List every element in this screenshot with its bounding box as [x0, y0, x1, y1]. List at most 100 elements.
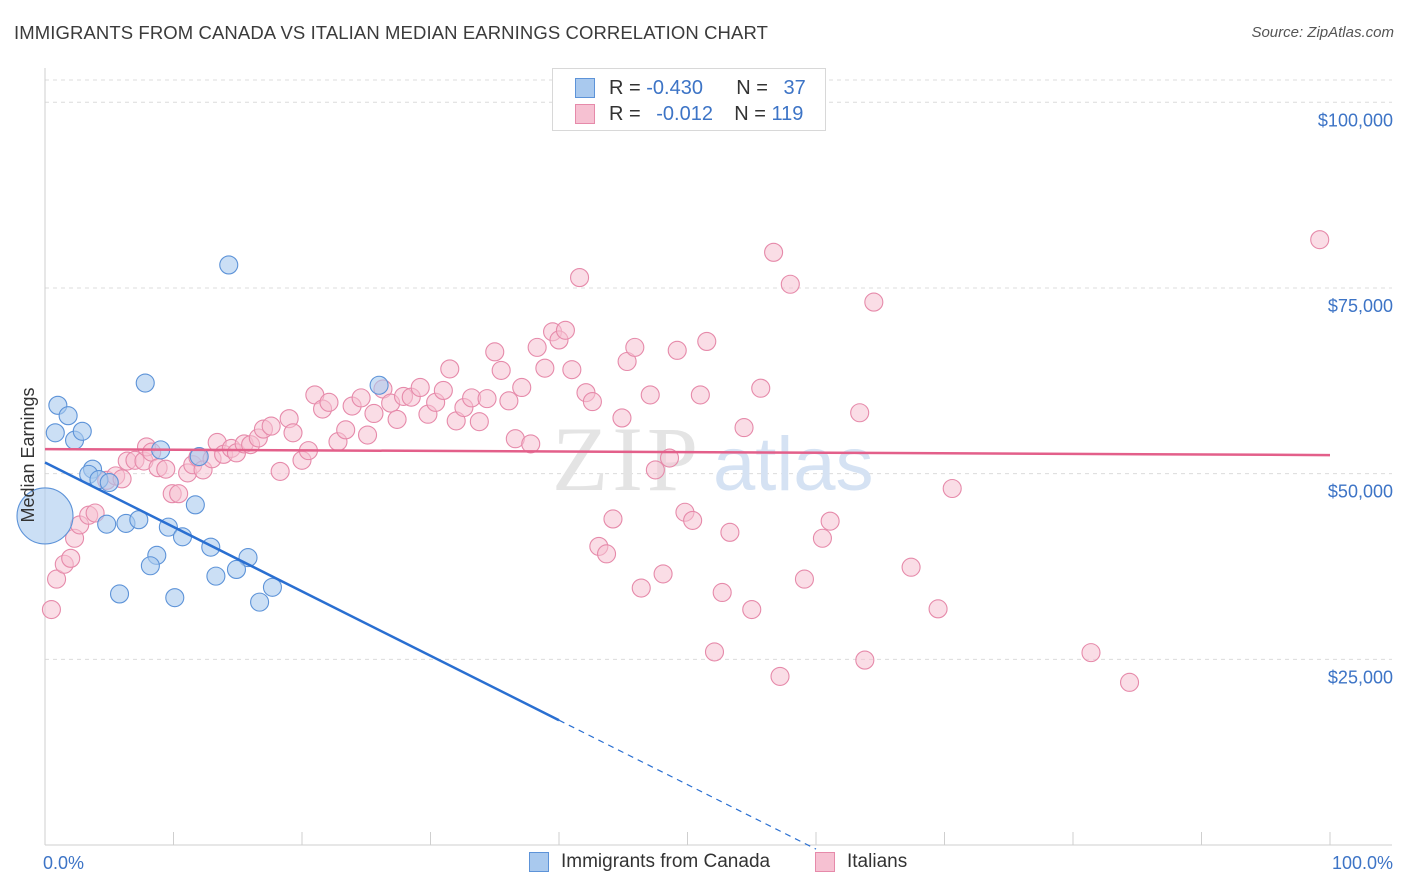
y-tick-label: $25,000	[1328, 667, 1393, 687]
italians-point	[491, 360, 511, 380]
italians-point	[156, 459, 176, 479]
italians-point	[61, 548, 81, 568]
y-tick-label: $75,000	[1328, 296, 1393, 316]
italians-point	[261, 416, 281, 436]
canada-point	[16, 487, 74, 545]
italians-point	[901, 557, 921, 577]
canada-trend-extension	[558, 719, 817, 850]
italians-point	[485, 342, 505, 362]
italians-point	[690, 385, 710, 405]
canada-point	[219, 255, 239, 275]
canada-point	[140, 556, 160, 576]
italians-point	[625, 337, 645, 357]
canada-point	[99, 473, 119, 493]
canada-point	[97, 514, 117, 534]
italians-point	[570, 268, 590, 288]
italians-point	[596, 544, 617, 564]
r-label: R =	[609, 102, 641, 125]
italians-point	[864, 292, 884, 312]
italians-point	[521, 434, 541, 454]
italians-point	[850, 403, 870, 423]
italians-point	[1119, 672, 1140, 692]
italians-swatch	[575, 104, 595, 124]
axes	[44, 68, 1392, 846]
canada-point	[165, 588, 185, 608]
italians-point	[770, 666, 790, 686]
canada-point	[226, 559, 247, 580]
canada-point	[72, 421, 92, 441]
italians-point	[512, 377, 532, 398]
y-tick-label: $100,000	[1318, 110, 1393, 130]
italians-point	[820, 511, 840, 531]
canada-point	[206, 566, 226, 586]
chart-title: IMMIGRANTS FROM CANADA VS ITALIAN MEDIAN…	[14, 22, 768, 43]
italians-point	[499, 391, 519, 411]
correlation-legend: R = -0.430 N = 37 R = -0.012 N = 119	[552, 68, 826, 131]
italians-point	[631, 578, 651, 598]
italians-point	[720, 522, 740, 542]
italians-point	[659, 448, 680, 468]
italians-legend-swatch	[815, 852, 835, 872]
trend-lines	[44, 447, 1331, 850]
y-tick-labels: $25,000 $50,000 $75,000 $100,000	[1318, 110, 1393, 687]
italians-point	[433, 380, 453, 401]
italians-point	[41, 600, 61, 620]
n-label: N =	[734, 102, 766, 125]
italians-trend-line	[44, 447, 1331, 457]
canada-n-value: 37	[783, 76, 806, 99]
source-label: Source: ZipAtlas.com	[1251, 24, 1394, 41]
italians-point	[704, 642, 725, 662]
italians-point	[283, 423, 303, 443]
watermark: ZIP atlas	[552, 408, 874, 510]
grid-lines	[45, 79, 1392, 660]
italians-point	[555, 320, 575, 340]
italians-point	[582, 392, 602, 412]
italians-point	[734, 418, 754, 438]
y-tick-label: $50,000	[1328, 482, 1393, 502]
canada-point	[185, 495, 205, 515]
italians-point	[742, 600, 762, 620]
italians-point	[794, 569, 814, 589]
italians-point	[653, 564, 673, 584]
italians-point	[270, 461, 290, 481]
canada-point	[189, 447, 209, 467]
canada-r-value: -0.430	[646, 76, 703, 99]
bottom-legend-italians: Italians	[815, 851, 907, 873]
italians-point	[469, 412, 489, 432]
italians-n-value: 119	[771, 102, 804, 125]
italians-point	[527, 337, 547, 357]
italians-point	[812, 528, 832, 548]
italians-point	[410, 377, 430, 398]
italians-point	[603, 509, 623, 529]
watermark-atlas: atlas	[713, 422, 874, 507]
italians-point	[942, 478, 962, 499]
italians-point	[928, 599, 948, 619]
canada-point	[135, 373, 155, 393]
italians-legend-label: Italians	[847, 851, 908, 872]
italians-point	[780, 274, 800, 294]
italians-point	[169, 484, 189, 504]
x-tick-label: 100.0%	[1332, 853, 1393, 873]
canada-legend-swatch	[529, 852, 549, 872]
canada-point	[109, 584, 130, 604]
italians-point	[47, 569, 67, 589]
italians-point	[477, 389, 497, 409]
italians-point	[1310, 230, 1330, 250]
legend-row-italians: R = -0.012 N = 119	[575, 102, 803, 126]
italians-point	[85, 503, 105, 523]
italians-r-value: -0.012	[656, 102, 713, 125]
canada-trend-line	[44, 461, 560, 722]
canada-point	[250, 592, 270, 612]
x-tick-labels: 0.0% 100.0%	[43, 853, 1393, 873]
canada-point	[201, 537, 221, 557]
italians-point	[357, 425, 378, 445]
italians-point	[683, 510, 703, 530]
italians-point	[640, 385, 660, 405]
canada-point	[262, 577, 282, 597]
italians-point	[712, 582, 732, 603]
legend-row-canada: R = -0.430 N = 37	[575, 76, 806, 100]
italians-point	[319, 392, 339, 412]
italians-point	[351, 388, 371, 408]
canada-point	[370, 376, 388, 394]
